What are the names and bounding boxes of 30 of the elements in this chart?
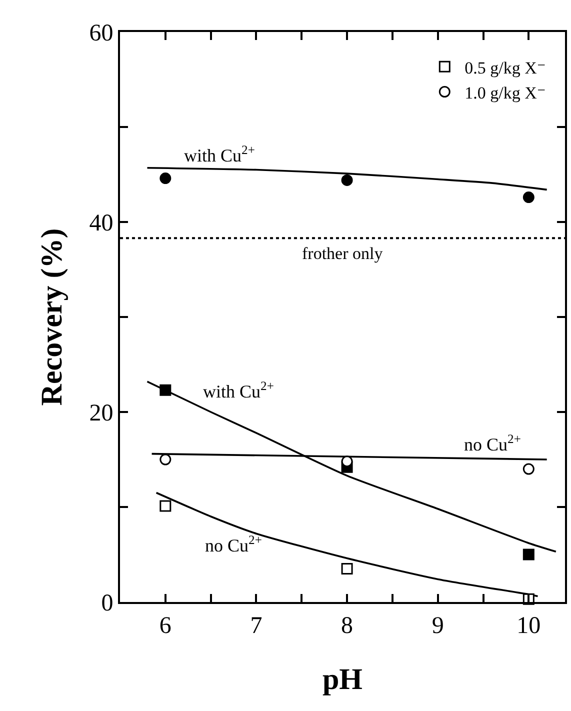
- point: [341, 174, 353, 186]
- x-tick-label: 10: [516, 612, 541, 639]
- point: [341, 563, 353, 574]
- point: [160, 500, 172, 512]
- legend-label: 0.5 g/kg X⁻: [464, 58, 546, 78]
- annotation: no Cu$^{2+}$: [464, 432, 521, 455]
- line-series: [146, 166, 548, 191]
- line-series: [146, 380, 557, 553]
- x-tick-label: 8: [341, 612, 354, 639]
- x-axis-title: pH: [322, 662, 363, 696]
- x-tick-label: 7: [250, 612, 262, 639]
- point: [522, 548, 534, 560]
- x-tick-label: 9: [432, 612, 444, 639]
- y-axis-title: Recovery (%): [36, 228, 69, 406]
- y-tick-label: 40: [89, 210, 114, 236]
- point: [160, 384, 172, 396]
- point: [160, 172, 172, 184]
- point: [341, 456, 353, 468]
- y-tick-label: 20: [89, 400, 114, 426]
- ref-line-label: frother only: [302, 244, 384, 263]
- point: [522, 192, 534, 204]
- y-tick-label: 0: [101, 590, 114, 616]
- point: [160, 454, 172, 466]
- annotation: with Cu$^{2+}$: [203, 379, 274, 402]
- point: [522, 463, 534, 475]
- annotation: with Cu$^{2+}$: [184, 143, 255, 166]
- annotation: no Cu$^{2+}$: [205, 533, 262, 556]
- y-tick-label: 60: [89, 20, 114, 46]
- x-tick-label: 6: [159, 612, 172, 639]
- legend-label: 1.0 g/kg X⁻: [464, 83, 546, 102]
